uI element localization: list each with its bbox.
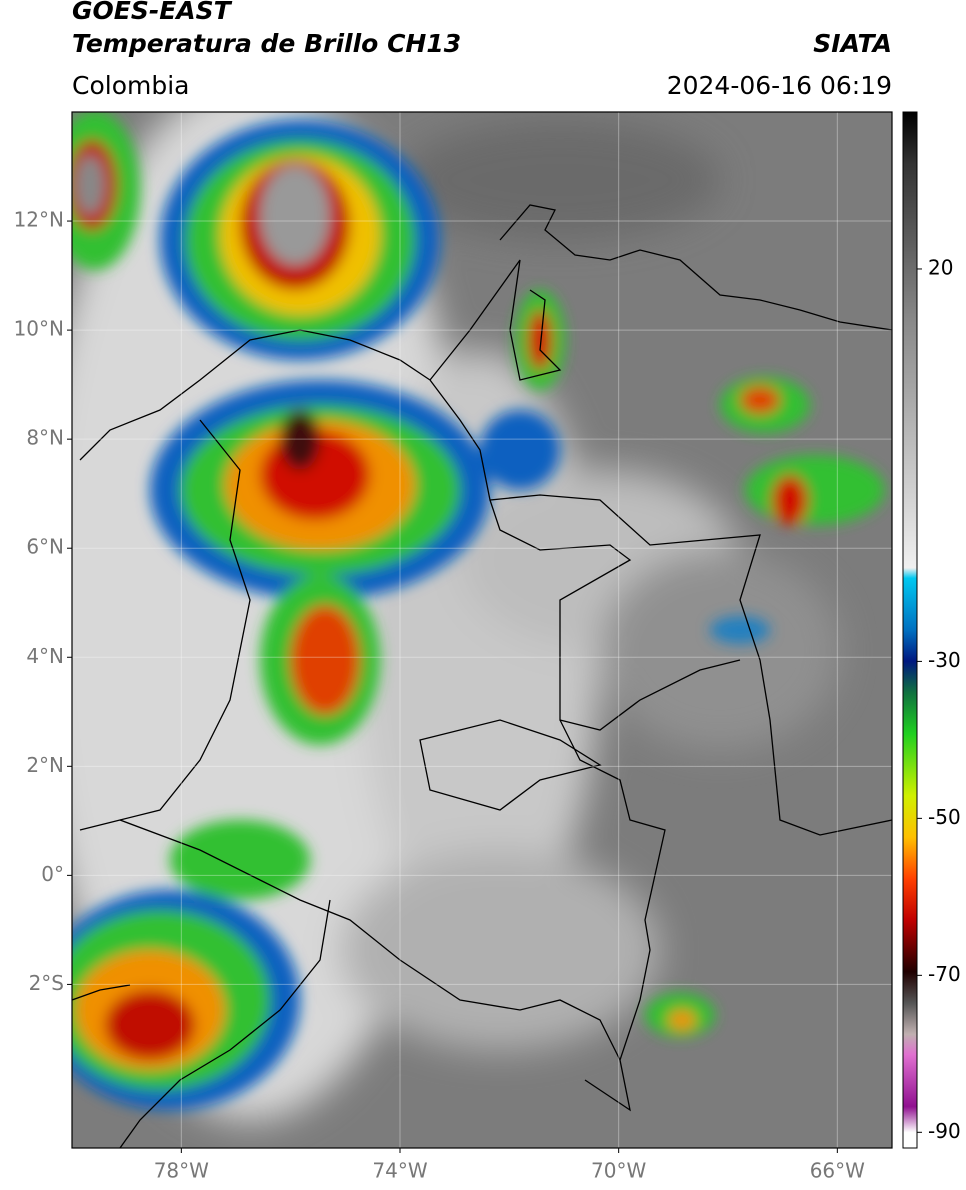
colorbar-tick-label: -70 — [928, 962, 961, 986]
datetime: 2024-06-16 06:19 — [667, 71, 892, 100]
x-tick-label: 70°W — [591, 1159, 646, 1183]
colorbar — [902, 111, 918, 1149]
y-tick-label: 8°N — [26, 426, 64, 450]
x-tick-label: 74°W — [372, 1159, 427, 1183]
y-tick-label: 4°N — [26, 644, 64, 668]
colorbar-tick-label: -90 — [928, 1119, 961, 1143]
x-tick-label: 78°W — [154, 1159, 209, 1183]
source: SIATA — [813, 29, 892, 58]
grid — [72, 112, 892, 1148]
region: Colombia — [72, 71, 189, 100]
y-tick-label: 0° — [41, 862, 64, 886]
y-tick-label: 6°N — [26, 535, 64, 559]
y-tick-label: 10°N — [14, 317, 64, 341]
subtitle: Temperatura de Brillo CH13 — [72, 29, 461, 58]
colorbar-tick-label: -30 — [928, 648, 961, 672]
y-tick-label: 12°N — [14, 208, 64, 232]
map-frame — [71, 111, 893, 1149]
title: GOES-EAST — [72, 0, 233, 25]
imagery — [72, 112, 892, 1148]
x-tick-label: 66°W — [810, 1159, 865, 1183]
colorbar-tick-label: -50 — [928, 805, 961, 829]
y-tick-label: 2°S — [29, 971, 64, 995]
colorbar-tick-label: 20 — [928, 255, 953, 279]
y-tick-label: 2°N — [26, 753, 64, 777]
